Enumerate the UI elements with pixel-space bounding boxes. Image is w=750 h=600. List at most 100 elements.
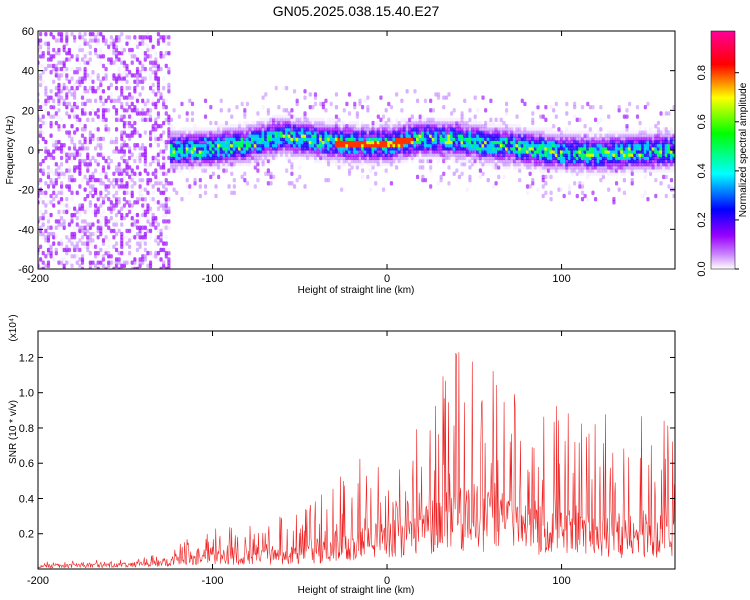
spectrogram-cell — [57, 98, 61, 104]
spectrogram-cell — [151, 89, 155, 94]
spectrogram-cell — [86, 222, 90, 227]
spectrogram-cell — [83, 38, 87, 43]
spectrogram-cell — [282, 117, 286, 123]
spectrogram-cell — [355, 120, 359, 126]
spectrogram-cell — [96, 54, 100, 59]
spectrogram-cell — [465, 187, 469, 192]
spectrogram-cell — [138, 117, 142, 123]
spectrogram-cell — [659, 111, 663, 116]
spectrogram-cell — [546, 130, 551, 135]
spectrogram-cell — [311, 117, 315, 123]
spectrogram-cell — [347, 92, 352, 97]
spectrogram-cell — [80, 108, 85, 113]
spectrogram-cell — [156, 241, 161, 246]
spectrogram-cell — [240, 127, 244, 132]
spectrogram-cell — [366, 104, 370, 110]
spectrogram-cell — [104, 250, 108, 256]
spectrogram-cell — [303, 120, 307, 126]
spectrogram-cell — [101, 196, 106, 202]
spectrogram-cell — [99, 225, 103, 230]
spectrogram-cell — [285, 108, 289, 113]
spectrogram-cell — [41, 41, 45, 46]
spectrogram-cell — [44, 203, 48, 208]
spectrogram-cell — [107, 190, 111, 196]
spectrogram-cell — [112, 60, 116, 65]
spectrogram-cell — [410, 114, 414, 119]
spectrogram-cell — [630, 177, 634, 183]
spectrogram-cell — [52, 241, 56, 246]
spectrogram-cell — [101, 238, 106, 243]
spectrogram-cell — [439, 124, 443, 129]
spectrogram-cell — [83, 196, 87, 202]
spectrogram-cell — [512, 127, 517, 132]
spectrogram-cell — [143, 209, 147, 215]
spectrogram-cell — [552, 108, 556, 113]
spectrogram-cell — [601, 174, 606, 180]
spectrogram-cell — [340, 127, 344, 132]
spectrogram-cell — [65, 184, 69, 189]
spectrogram-cell — [604, 136, 608, 142]
spectrogram-cell — [332, 158, 336, 164]
spectrogram-cell — [264, 124, 268, 129]
spectrogram-cell — [156, 187, 161, 192]
spectrogram-cell — [107, 44, 111, 50]
spectrogram-cell — [39, 168, 43, 173]
spectrogram-cell — [39, 196, 43, 202]
spectrogram-cell — [41, 212, 45, 218]
spectrogram-cell — [583, 130, 587, 135]
spectrogram-cell — [549, 190, 553, 196]
spectrogram-cell — [544, 174, 548, 180]
spectrogram-cell — [151, 254, 155, 259]
spectrogram-cell — [664, 174, 668, 180]
spectrogram-cell — [337, 124, 341, 129]
spectrogram-cell — [114, 231, 119, 237]
spectrogram-cell — [117, 98, 121, 104]
spectrogram-cell — [114, 247, 119, 253]
spectrogram-cell — [117, 228, 121, 234]
spectrogram-cell — [104, 158, 108, 164]
spectrogram-cell — [151, 171, 155, 176]
spectrogram-cell — [125, 79, 129, 84]
spectrogram-cell — [159, 149, 163, 154]
spectrogram-cell — [88, 44, 92, 50]
spectrogram-cell — [65, 241, 69, 246]
spectrogram-cell — [580, 130, 585, 135]
spectrogram-cell — [528, 184, 532, 189]
spectrogram-cell — [573, 130, 577, 135]
spectrogram-cell — [625, 108, 629, 113]
spectrogram-cell — [172, 127, 176, 132]
spectrogram-cell — [130, 54, 134, 59]
spectrogram-cell — [494, 162, 498, 167]
spectrogram-cell — [80, 101, 85, 107]
spectrogram-cell — [117, 209, 121, 215]
spectrogram-cell — [99, 117, 103, 123]
spectrogram-cell — [167, 35, 171, 40]
spectrogram-cell — [470, 120, 475, 126]
spectrogram-cell — [130, 216, 134, 221]
spectrogram-cell — [656, 127, 661, 132]
spectrogram-cell — [120, 143, 124, 148]
spectrogram-cell — [261, 158, 265, 164]
spectrogram-cell — [290, 108, 294, 113]
spectrogram-cell — [65, 111, 69, 116]
spectrogram-cell — [549, 174, 553, 180]
spectrogram-cell — [114, 76, 119, 81]
spectrogram-cell — [431, 120, 435, 126]
spectrogram-cell — [591, 133, 595, 138]
spectrogram-cell — [499, 117, 503, 123]
spectrogram-cell — [133, 54, 137, 59]
spectrogram-cell — [67, 146, 72, 151]
spectrogram-cell — [96, 73, 100, 78]
spectrogram-cell — [104, 66, 108, 72]
spectrogram-cell — [313, 92, 318, 97]
spectrogram-cell — [379, 124, 383, 129]
spectrogram-cell — [146, 219, 150, 224]
spectrogram-cell — [59, 216, 64, 221]
snr-y-tick-label: 1.0 — [19, 388, 34, 400]
spectrogram-cell — [347, 111, 352, 116]
spectrogram-cell — [583, 193, 587, 199]
spectrogram-cell — [334, 124, 339, 129]
spectrogram-cell — [272, 174, 276, 180]
spectrogram-cell — [546, 174, 551, 180]
spectrogram-cell — [128, 155, 132, 161]
